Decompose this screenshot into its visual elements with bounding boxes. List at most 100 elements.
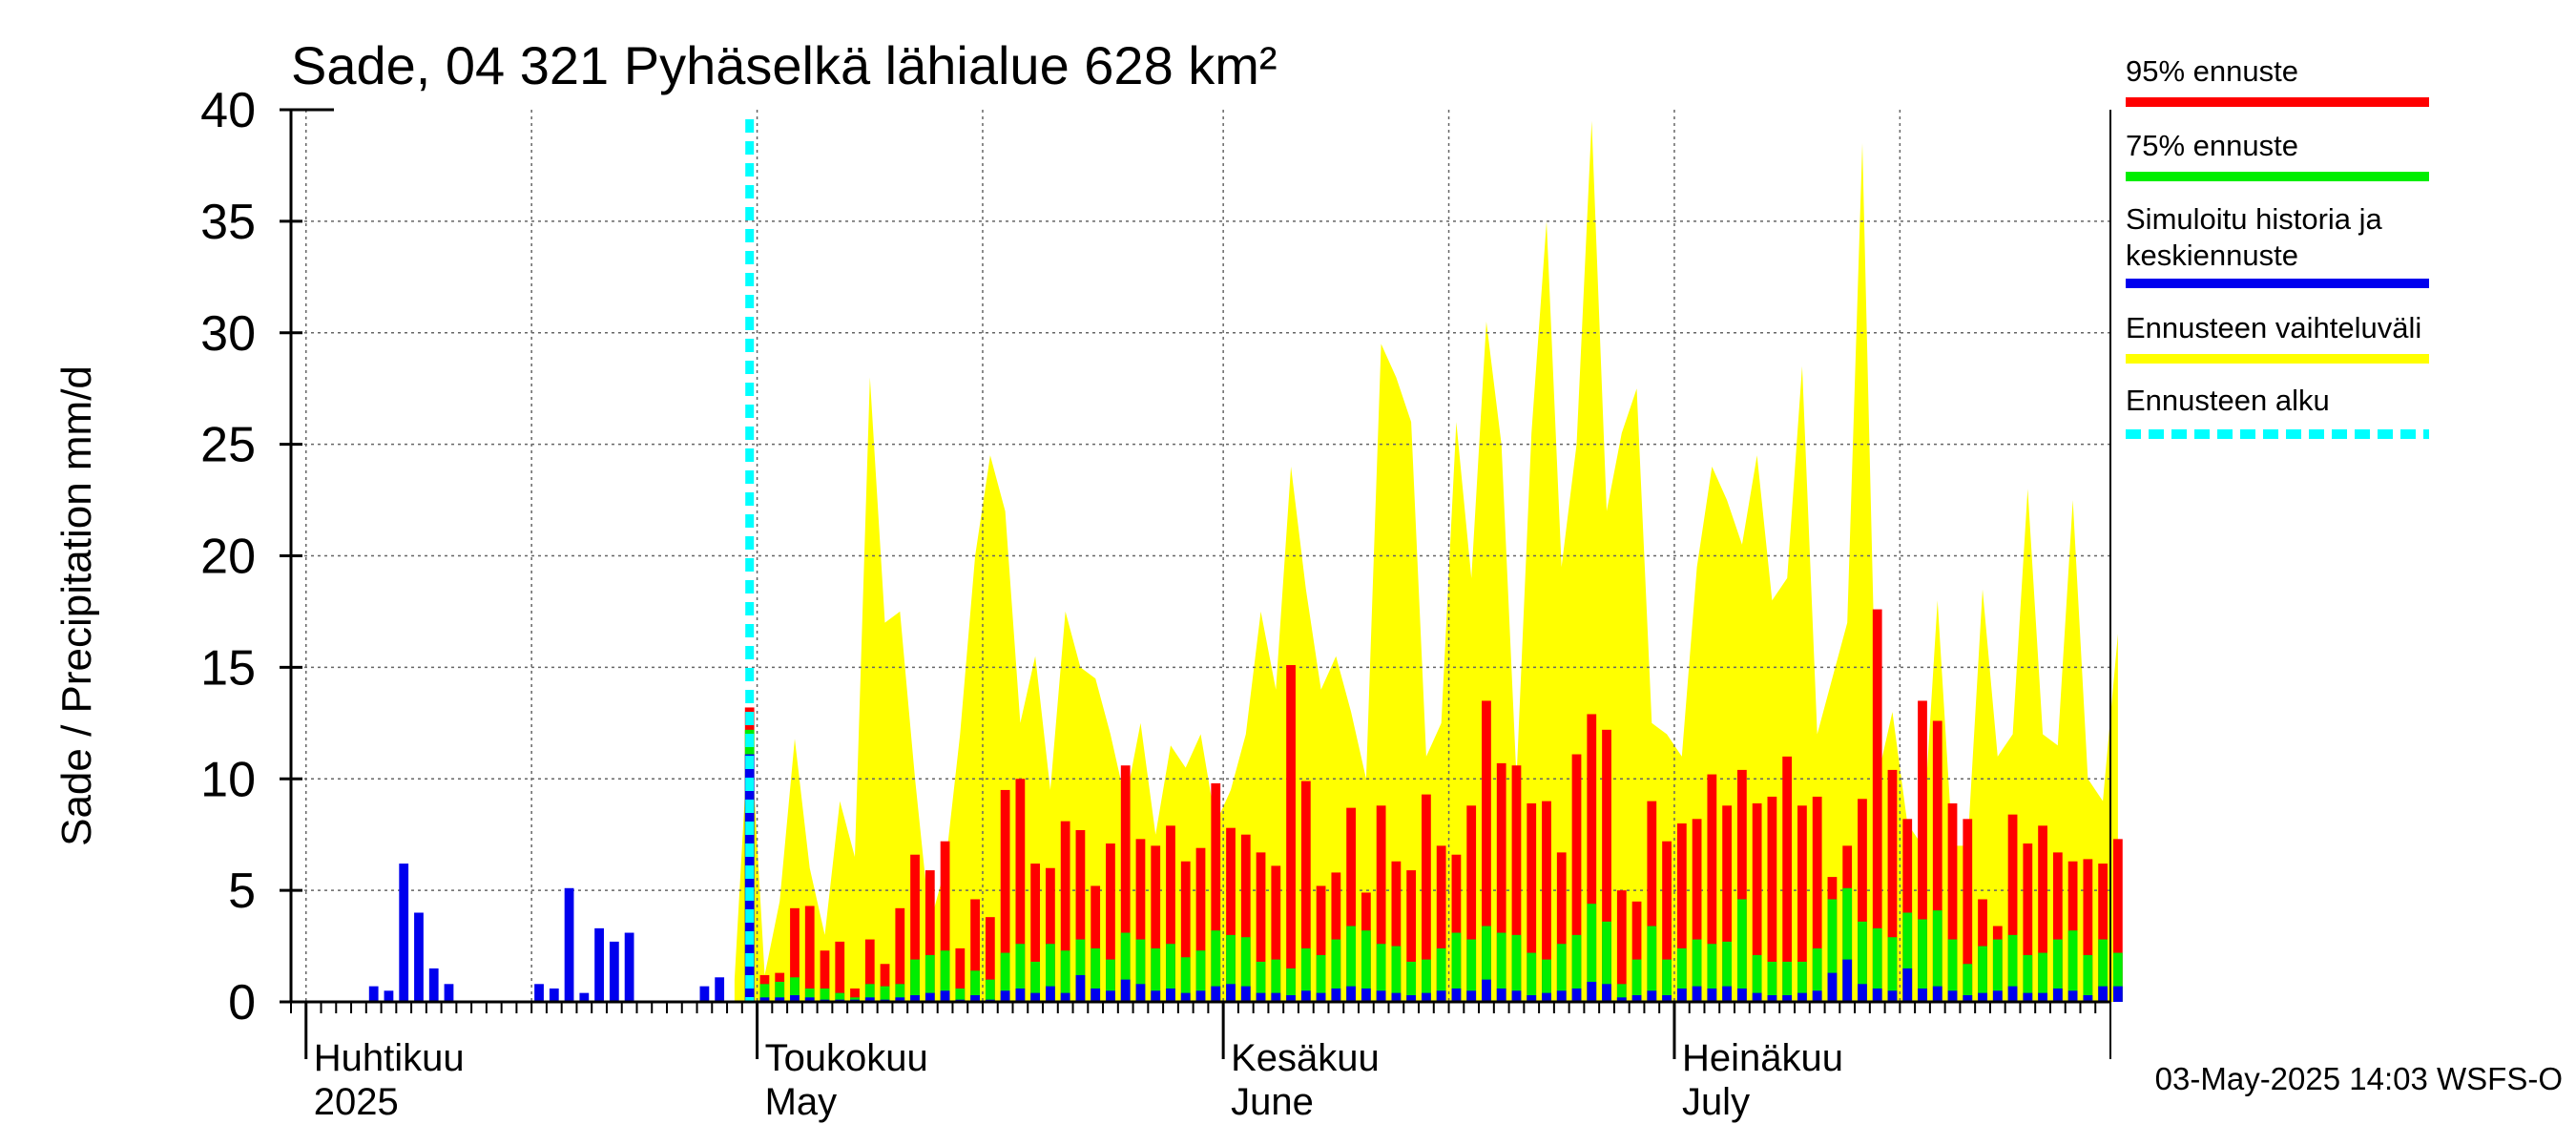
forecast-mean-bar bbox=[1466, 990, 1477, 1002]
forecast-mean-bar bbox=[1361, 988, 1371, 1002]
history-bar bbox=[564, 887, 574, 1002]
forecast-95-bar bbox=[1496, 762, 1506, 1002]
forecast-mean-bar bbox=[1647, 990, 1657, 1002]
forecast-75-bar bbox=[1858, 921, 1867, 1002]
forecast-95-bar bbox=[1482, 700, 1491, 1002]
forecast-95-bar bbox=[1797, 805, 1807, 1002]
forecast-mean-bar bbox=[804, 997, 815, 1002]
forecast-mean-bar bbox=[1918, 988, 1927, 1002]
forecast-95-bar bbox=[1030, 864, 1041, 1002]
forecast-mean-bar bbox=[1060, 992, 1070, 1002]
history-bar bbox=[428, 968, 439, 1002]
forecast-75-bar bbox=[1662, 959, 1672, 1002]
forecast-75-bar bbox=[1391, 946, 1402, 1002]
forecast-75-bar bbox=[1046, 944, 1055, 1002]
forecast-95-bar bbox=[1812, 796, 1822, 1002]
y-tick-label: 20 bbox=[200, 530, 256, 585]
forecast-95-bar bbox=[1091, 885, 1101, 1002]
forecast-75-bar bbox=[1676, 947, 1687, 1002]
forecast-mean-bar bbox=[1226, 984, 1236, 1002]
legend: 95% ennuste 75% ennuste Simuloitu historia… bbox=[2126, 54, 2429, 439]
forecast-75-bar bbox=[1180, 957, 1191, 1002]
forecast-75-bar bbox=[2067, 930, 2078, 1002]
forecast-mean-bar bbox=[1963, 994, 1973, 1002]
forecast-mean-bar bbox=[1527, 994, 1537, 1002]
y-axis-label: Sade / Precipitation mm/d bbox=[53, 365, 100, 846]
forecast-95-bar bbox=[1736, 769, 1747, 1002]
forecast-75-bar bbox=[1722, 941, 1732, 1002]
forecast-95-bar bbox=[880, 964, 890, 1002]
forecast-mean-bar bbox=[1676, 988, 1687, 1002]
forecast-75-bar bbox=[1166, 944, 1175, 1002]
forecast-95-bar bbox=[970, 899, 980, 1002]
forecast-mean-bar bbox=[1797, 992, 1807, 1002]
forecast-75-bar bbox=[2098, 939, 2109, 1002]
forecast-mean-bar bbox=[1872, 988, 1882, 1002]
forecast-95-bar bbox=[1556, 852, 1567, 1002]
forecast-75-bar bbox=[1902, 912, 1913, 1002]
legend-label: 95% ennuste bbox=[2126, 54, 2298, 88]
forecast-mean-bar bbox=[1978, 992, 1987, 1002]
forecast-mean-bar bbox=[2112, 986, 2123, 1002]
forecast-95-bar bbox=[1226, 827, 1236, 1002]
forecast-75-bar bbox=[1091, 947, 1101, 1002]
forecast-mean-bar bbox=[1391, 992, 1402, 1002]
forecast-75-bar bbox=[1736, 899, 1747, 1002]
forecast-range-layer bbox=[734, 120, 2118, 1002]
history-bar bbox=[594, 927, 604, 1002]
forecast-95-bar bbox=[1451, 854, 1462, 1002]
forecast-75-bar bbox=[2038, 952, 2047, 1002]
forecast-75-bar bbox=[1466, 939, 1477, 1002]
forecast-75-bar bbox=[1872, 927, 1882, 1002]
forecast-95-bar bbox=[1000, 789, 1010, 1002]
forecast-95-bar bbox=[790, 907, 800, 1002]
forecast-mean-bar bbox=[1482, 979, 1491, 1002]
forecast-mean-bar bbox=[1271, 992, 1281, 1002]
forecast-95-bar bbox=[1436, 845, 1446, 1002]
forecast-95-bar bbox=[940, 841, 950, 1002]
forecast-95-bar bbox=[1647, 801, 1657, 1002]
forecast-75-bar bbox=[1451, 932, 1462, 1002]
forecast-75-bar bbox=[1331, 939, 1341, 1002]
history-bar bbox=[715, 977, 725, 1002]
forecast-mean-bar bbox=[775, 997, 785, 1002]
y-tick-label: 25 bbox=[200, 418, 256, 473]
forecast-mean-bar bbox=[1752, 992, 1762, 1002]
forecast-95-bar bbox=[1046, 867, 1055, 1002]
forecast-75-bar bbox=[1135, 939, 1146, 1002]
forecast-95-bar bbox=[1180, 861, 1191, 1002]
forecast-95-bar bbox=[1120, 765, 1131, 1002]
forecast-95-bar bbox=[910, 854, 920, 1002]
history-bar bbox=[444, 984, 454, 1002]
month-label-fi: Kesäkuu bbox=[1231, 1037, 1380, 1079]
forecast-mean-bar bbox=[895, 997, 905, 1002]
forecast-75-bar bbox=[985, 979, 995, 1002]
forecast-75-bar bbox=[2007, 934, 2018, 1002]
forecast-75-bar bbox=[910, 959, 920, 1002]
forecast-mean-bar bbox=[1707, 988, 1717, 1002]
forecast-mean-bar bbox=[1106, 990, 1115, 1002]
forecast-95-bar bbox=[1631, 901, 1642, 1002]
history-bar bbox=[699, 986, 710, 1002]
chart-title: Sade, 04 321 Pyhäselkä lähialue 628 km² bbox=[291, 35, 1278, 95]
forecast-95-bar bbox=[1782, 756, 1793, 1002]
forecast-95-bar bbox=[1963, 819, 1973, 1002]
forecast-95-bar bbox=[1060, 821, 1070, 1002]
forecast-mean-bar bbox=[1211, 986, 1221, 1002]
forecast-95-bar bbox=[1240, 834, 1251, 1002]
forecast-95-bar bbox=[1406, 870, 1417, 1002]
forecast-mean-bar bbox=[2083, 994, 2093, 1002]
forecast-95-bar bbox=[1587, 714, 1597, 1002]
y-tick-label: 5 bbox=[228, 864, 256, 919]
forecast-75-bar bbox=[1947, 939, 1958, 1002]
forecast-mean-bar bbox=[2052, 988, 2063, 1002]
forecast-75-bar bbox=[2052, 939, 2063, 1002]
history-bar bbox=[549, 988, 559, 1002]
forecast-95-bar bbox=[2023, 843, 2033, 1002]
forecast-95-bar bbox=[1195, 847, 1206, 1002]
history-bar bbox=[534, 984, 544, 1002]
forecast-mean-bar bbox=[1496, 988, 1506, 1002]
forecast-95-bar bbox=[2098, 864, 2109, 1002]
forecast-75-bar bbox=[1827, 899, 1838, 1002]
